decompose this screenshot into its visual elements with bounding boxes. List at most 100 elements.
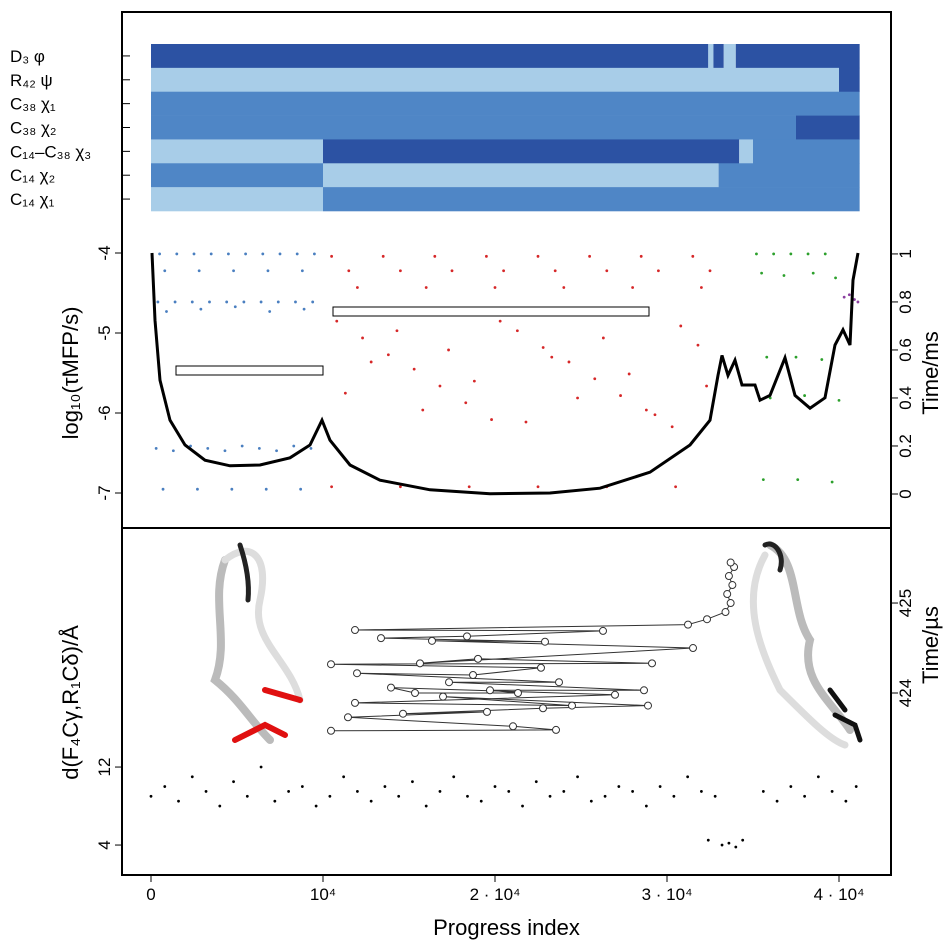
point	[760, 271, 764, 275]
point	[485, 254, 488, 258]
point	[356, 790, 359, 793]
point	[507, 790, 511, 793]
structure-right	[749, 541, 863, 749]
point	[524, 420, 528, 424]
point	[761, 478, 765, 481]
point	[672, 794, 676, 798]
point	[741, 838, 745, 842]
point	[163, 785, 167, 788]
point	[330, 254, 334, 258]
point	[292, 444, 296, 448]
point	[837, 398, 841, 402]
point	[328, 794, 332, 798]
point	[498, 319, 502, 323]
y-tick-label: 12	[95, 758, 114, 777]
point	[230, 487, 234, 491]
point	[847, 293, 851, 297]
point	[189, 444, 192, 448]
point	[204, 790, 208, 793]
point	[466, 794, 469, 798]
series-line	[330, 562, 735, 732]
y2-tick-label: 424	[896, 679, 915, 707]
point	[199, 307, 203, 311]
point	[803, 394, 807, 397]
point	[550, 355, 554, 359]
point	[653, 413, 657, 417]
marker	[648, 659, 657, 668]
marker	[643, 701, 652, 710]
point	[601, 336, 605, 340]
frame	[121, 11, 892, 876]
point	[313, 252, 316, 256]
marker	[689, 644, 698, 653]
point	[502, 269, 506, 273]
point	[803, 794, 807, 798]
point	[536, 254, 540, 258]
marker	[445, 678, 454, 687]
point	[789, 252, 793, 256]
heatmap-cell	[150, 163, 324, 188]
point	[278, 252, 282, 256]
point	[588, 254, 592, 258]
marker	[411, 689, 420, 698]
point	[720, 843, 724, 847]
point	[412, 367, 416, 371]
marker	[599, 626, 608, 635]
marker	[416, 659, 425, 668]
heatmap-cell	[323, 163, 719, 188]
point	[197, 269, 201, 273]
structure-left	[210, 542, 304, 744]
point	[700, 286, 703, 289]
marker	[539, 704, 548, 713]
point	[644, 804, 648, 808]
point	[782, 274, 786, 277]
y2-tick-label: 0.4	[896, 386, 915, 410]
heatmap-cell	[150, 139, 324, 164]
point	[696, 343, 700, 347]
point	[309, 446, 313, 450]
point	[273, 799, 277, 803]
heatmap-cell	[323, 139, 740, 164]
point	[631, 286, 635, 289]
point	[447, 348, 450, 352]
point	[361, 336, 364, 340]
point	[383, 785, 387, 788]
point	[381, 254, 385, 258]
y-tick-label: -4	[95, 245, 114, 260]
point	[233, 305, 237, 309]
point	[342, 775, 346, 779]
point	[794, 355, 798, 359]
marker	[640, 686, 649, 695]
point	[706, 838, 710, 842]
point	[154, 446, 158, 450]
row-label: C₃₈ χ₂	[10, 119, 57, 138]
heatmap-cell	[753, 139, 860, 164]
y2-axis-label: Time/ms	[918, 331, 943, 415]
point	[314, 804, 318, 808]
point	[789, 785, 793, 788]
point	[208, 300, 211, 304]
point	[541, 346, 545, 349]
marker	[483, 707, 492, 716]
series-line	[150, 252, 860, 496]
point	[479, 799, 483, 803]
point	[548, 794, 552, 798]
marker	[726, 599, 735, 608]
point	[424, 804, 428, 808]
point	[727, 841, 731, 845]
heatmap-cell	[718, 163, 860, 188]
marker	[721, 608, 730, 617]
point	[395, 329, 399, 333]
point	[691, 254, 695, 258]
marker	[439, 692, 448, 701]
marker	[485, 686, 494, 695]
marker	[350, 626, 359, 635]
heatmap-cell	[739, 139, 754, 164]
heatmap-cell	[150, 115, 797, 140]
point	[670, 425, 674, 429]
point	[775, 799, 779, 803]
annotation-box	[332, 306, 650, 317]
point	[399, 269, 402, 273]
point	[639, 254, 643, 258]
